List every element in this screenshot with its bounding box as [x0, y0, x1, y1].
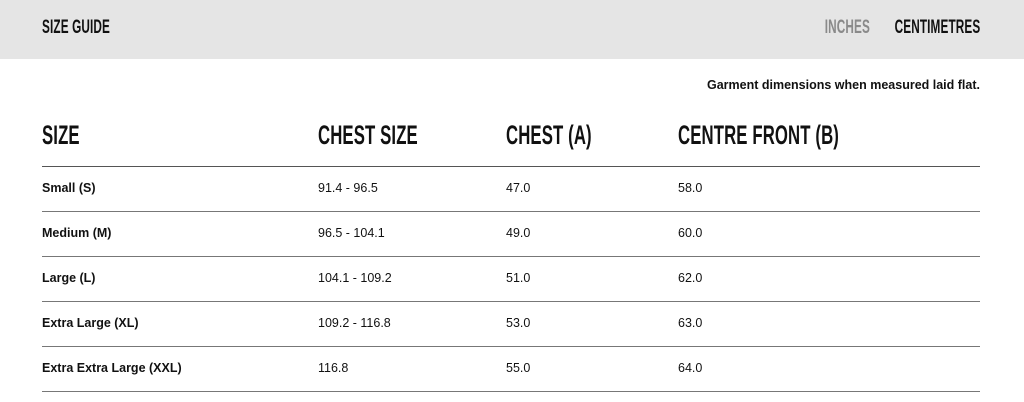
cell-chest-size: 91.4 - 96.5 — [318, 181, 378, 195]
size-guide-header: SIZE GUIDE INCHES CENTIMETRES — [0, 0, 1024, 59]
column-header-chest-a: CHEST (A) — [506, 120, 592, 150]
table-row: Large (L) 104.1 - 109.2 51.0 62.0 — [42, 257, 980, 302]
cell-chest-a: 53.0 — [506, 316, 531, 330]
cell-chest-a: 55.0 — [506, 361, 531, 375]
cell-centre-front-b: 58.0 — [678, 181, 703, 195]
cell-centre-front-b: 62.0 — [678, 271, 703, 285]
cell-size: Medium (M) — [42, 226, 112, 240]
cell-size: Small (S) — [42, 181, 96, 195]
cell-chest-a: 47.0 — [506, 181, 531, 195]
cell-chest-size: 116.8 — [318, 361, 349, 375]
cell-size: Extra Large (XL) — [42, 316, 139, 330]
column-header-chest-size: CHEST SIZE — [318, 120, 418, 150]
table-row: Extra Large (XL) 109.2 - 116.8 53.0 63.0 — [42, 302, 980, 347]
cell-size: Extra Extra Large (XXL) — [42, 361, 182, 375]
cell-chest-size: 104.1 - 109.2 — [318, 271, 392, 285]
table-row: Extra Extra Large (XXL) 116.8 55.0 64.0 — [42, 347, 980, 392]
cell-centre-front-b: 64.0 — [678, 361, 703, 375]
table-header-row: SIZE CHEST SIZE CHEST (A) CENTRE FRONT (… — [42, 110, 980, 167]
cell-centre-front-b: 63.0 — [678, 316, 703, 330]
cell-chest-size: 96.5 - 104.1 — [318, 226, 385, 240]
cell-centre-front-b: 60.0 — [678, 226, 703, 240]
cell-chest-a: 51.0 — [506, 271, 531, 285]
cell-chest-size: 109.2 - 116.8 — [318, 316, 391, 330]
page-title: SIZE GUIDE — [42, 17, 111, 38]
unit-toggle: INCHES CENTIMETRES — [797, 17, 980, 39]
measurement-note: Garment dimensions when measured laid fl… — [707, 78, 980, 92]
size-table: SIZE CHEST SIZE CHEST (A) CENTRE FRONT (… — [42, 110, 980, 392]
unit-inches-button[interactable]: INCHES — [824, 17, 870, 38]
column-header-centre-front-b: CENTRE FRONT (B) — [678, 120, 840, 150]
cell-chest-a: 49.0 — [506, 226, 531, 240]
column-header-size: SIZE — [42, 120, 80, 150]
table-row: Small (S) 91.4 - 96.5 47.0 58.0 — [42, 167, 980, 212]
unit-centimetres-button[interactable]: CENTIMETRES — [894, 17, 980, 38]
table-row: Medium (M) 96.5 - 104.1 49.0 60.0 — [42, 212, 980, 257]
cell-size: Large (L) — [42, 271, 96, 285]
